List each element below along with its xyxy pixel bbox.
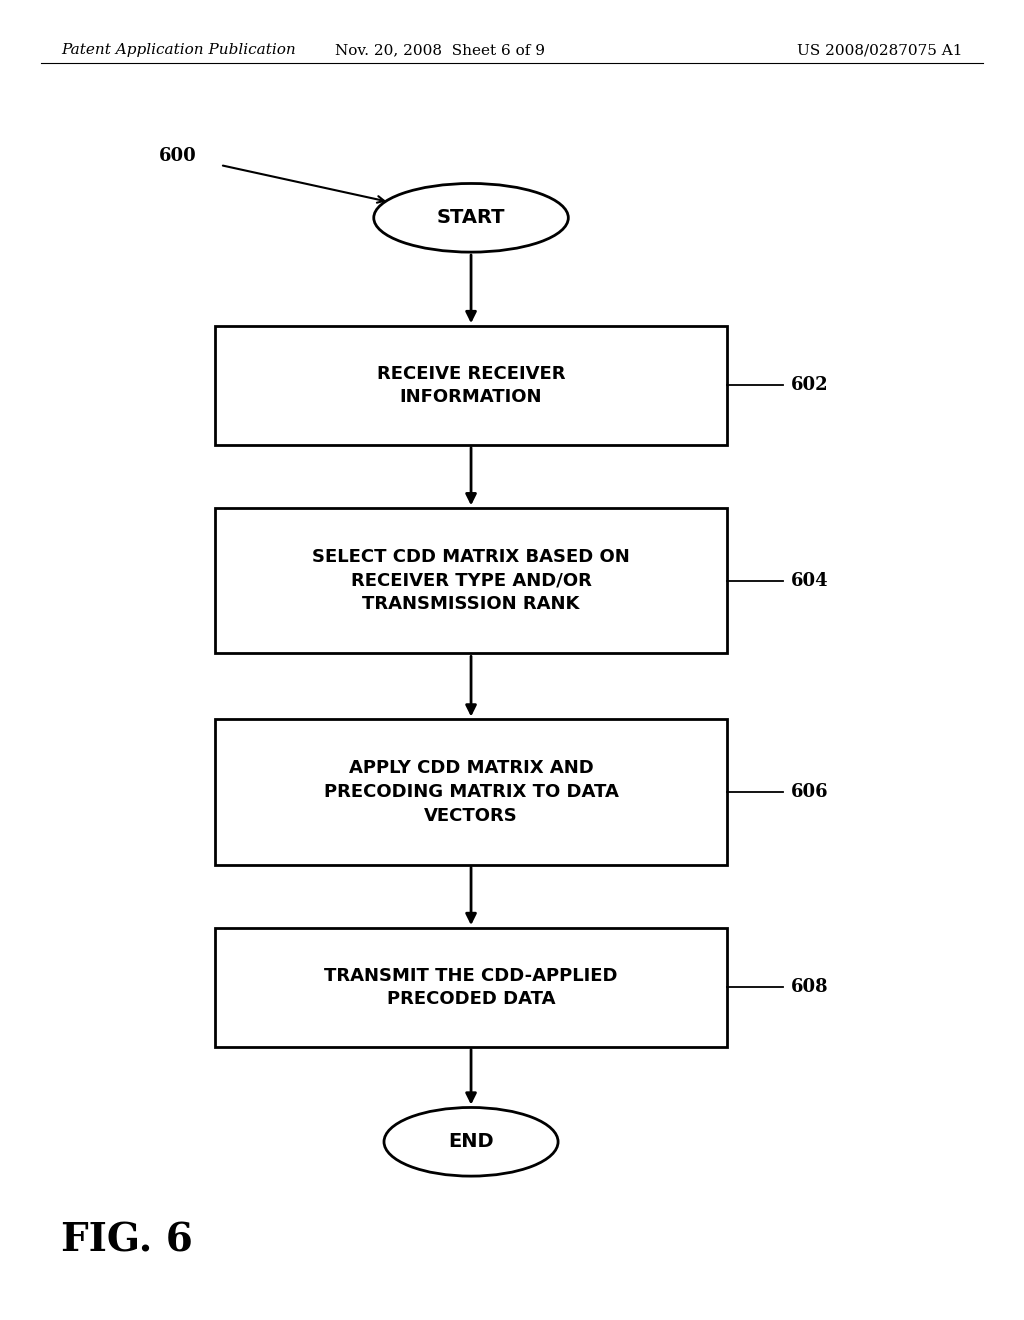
Ellipse shape	[384, 1107, 558, 1176]
Bar	[215, 719, 727, 865]
Bar	[215, 508, 727, 653]
Text: 602: 602	[791, 376, 828, 395]
Bar	[215, 928, 727, 1047]
Text: TRANSMIT THE CDD-APPLIED
PRECODED DATA: TRANSMIT THE CDD-APPLIED PRECODED DATA	[325, 966, 617, 1008]
Text: 600: 600	[159, 147, 197, 165]
Text: START: START	[437, 209, 505, 227]
Text: US 2008/0287075 A1: US 2008/0287075 A1	[797, 44, 963, 57]
Text: Patent Application Publication: Patent Application Publication	[61, 44, 296, 57]
Text: 604: 604	[791, 572, 828, 590]
Text: Nov. 20, 2008  Sheet 6 of 9: Nov. 20, 2008 Sheet 6 of 9	[335, 44, 546, 57]
Text: 608: 608	[791, 978, 828, 997]
Text: 606: 606	[791, 783, 828, 801]
Text: APPLY CDD MATRIX AND
PRECODING MATRIX TO DATA
VECTORS: APPLY CDD MATRIX AND PRECODING MATRIX TO…	[324, 759, 618, 825]
Bar	[215, 326, 727, 445]
Text: SELECT CDD MATRIX BASED ON
RECEIVER TYPE AND/OR
TRANSMISSION RANK: SELECT CDD MATRIX BASED ON RECEIVER TYPE…	[312, 548, 630, 614]
Ellipse shape	[374, 183, 568, 252]
Text: END: END	[449, 1133, 494, 1151]
Text: FIG. 6: FIG. 6	[61, 1222, 194, 1259]
Text: RECEIVE RECEIVER
INFORMATION: RECEIVE RECEIVER INFORMATION	[377, 364, 565, 407]
